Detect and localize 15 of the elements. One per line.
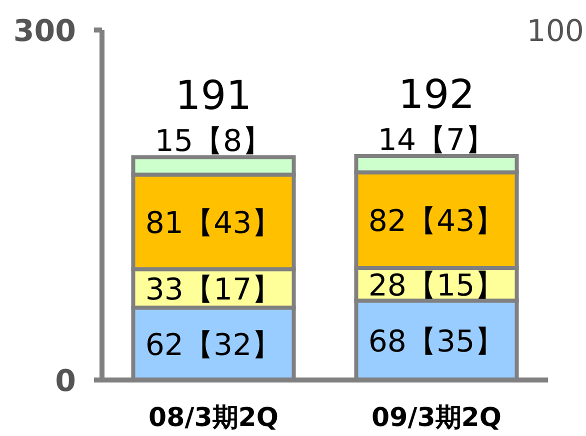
data-label: 68【35】 <box>368 324 505 360</box>
annotation: 100 <box>526 14 584 49</box>
y-tick-label: 300 <box>13 14 76 49</box>
data-label: 33【17】 <box>145 272 282 308</box>
data-label: 15【8】 <box>154 124 272 160</box>
data-label: 81【43】 <box>145 206 282 241</box>
total-label: 192 <box>398 72 475 118</box>
x-tick-label: 09/3期2Q <box>372 403 502 433</box>
y-tick-label: 0 <box>55 364 76 399</box>
data-label: 62【32】 <box>145 328 282 363</box>
data-label: 14【7】 <box>378 123 496 158</box>
data-label: 28【15】 <box>368 268 505 304</box>
data-label: 82【43】 <box>368 204 505 240</box>
total-label: 191 <box>175 73 252 120</box>
x-tick-label: 08/3期2Q <box>148 403 278 433</box>
